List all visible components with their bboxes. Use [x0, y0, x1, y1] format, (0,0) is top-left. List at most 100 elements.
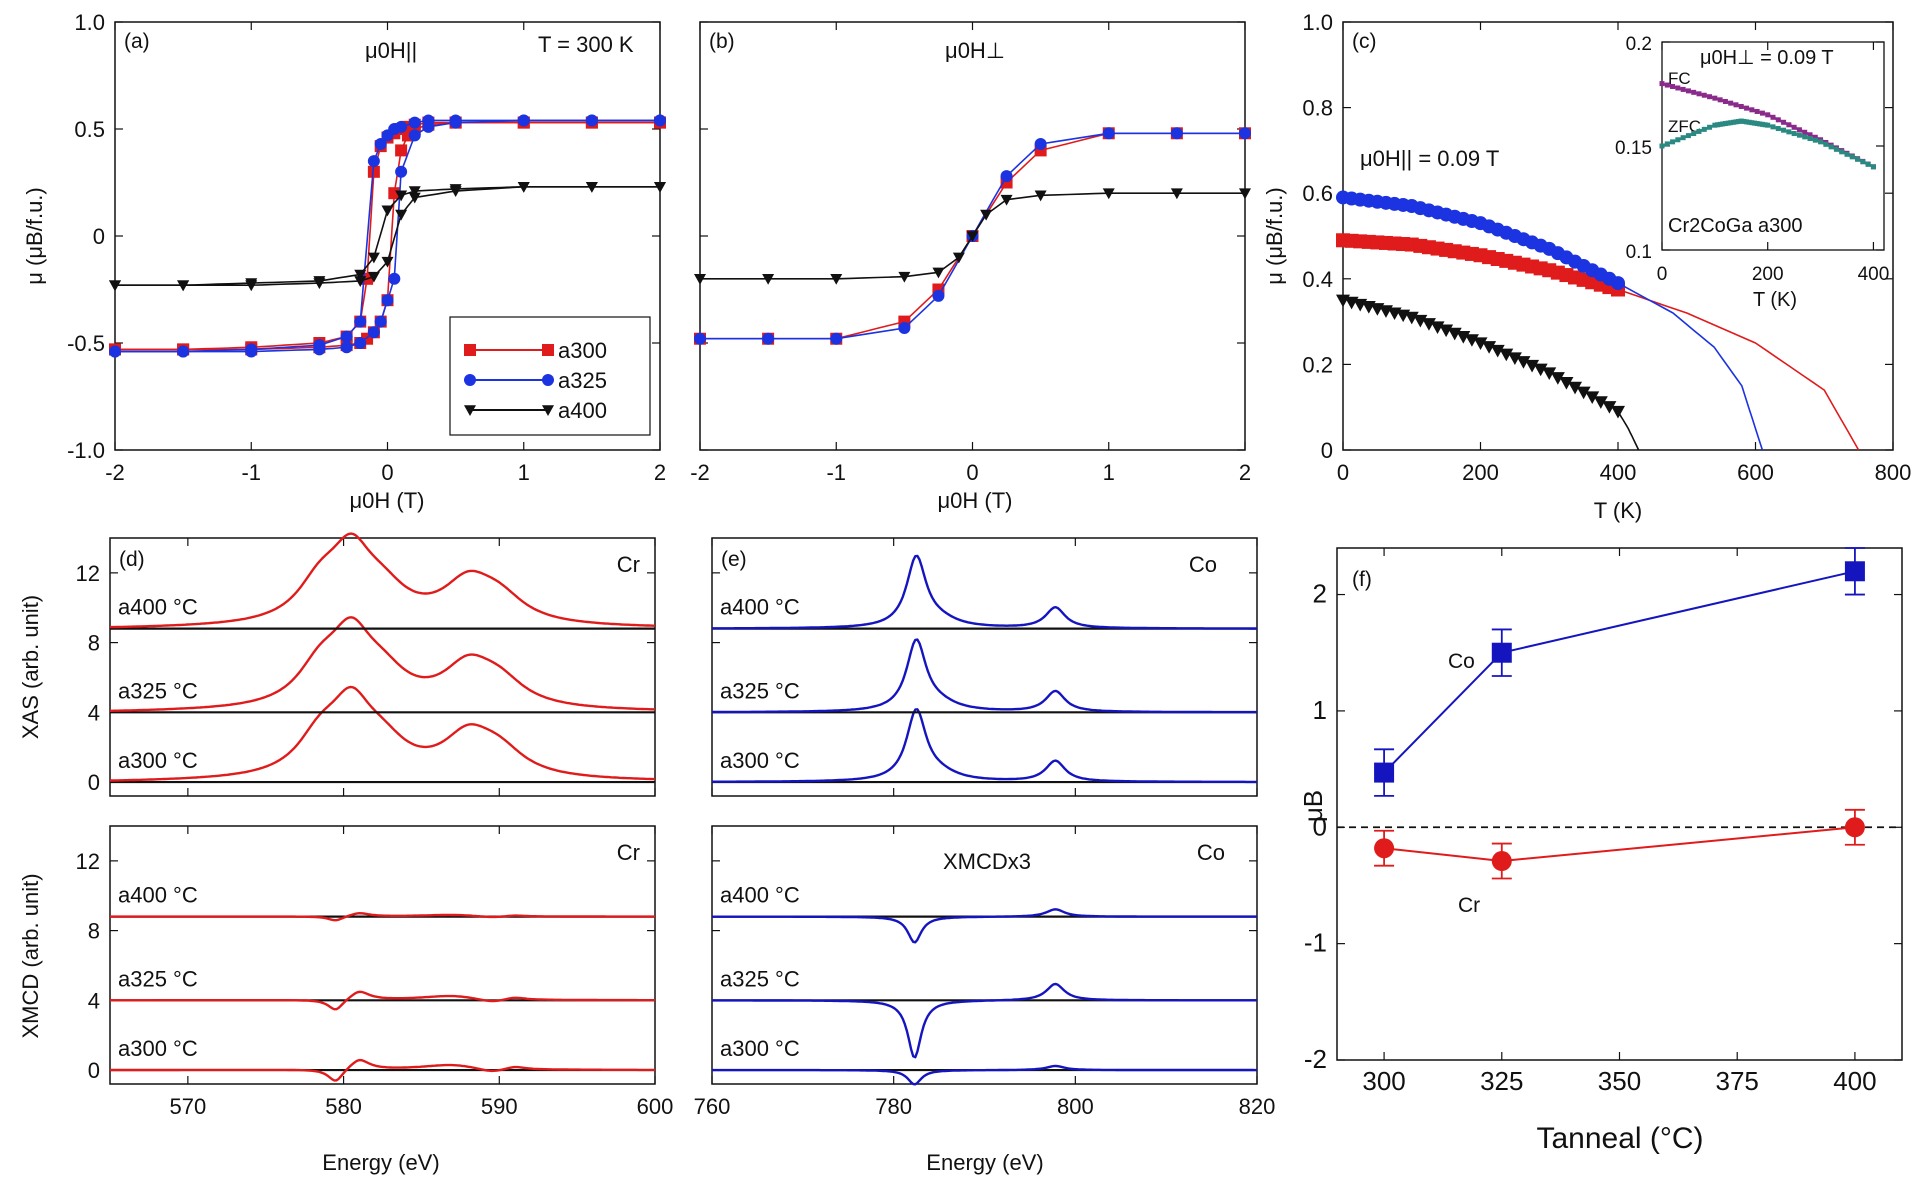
panel-c-point-a400	[1439, 324, 1454, 338]
panel-e2-xtick-label: 800	[1057, 1094, 1094, 1119]
panel-a-field-label: μ0H||	[365, 38, 417, 63]
panel-c-inset-point-FC	[1770, 114, 1776, 120]
panel-a-legend-a300: a300	[558, 338, 607, 363]
panel-c-inset-point-ZFC	[1659, 143, 1665, 149]
panel-c-inset-point-ZFC	[1707, 124, 1713, 130]
panel-d2-sample-label: a325 °C	[118, 966, 198, 991]
panel-a-point-a325	[408, 116, 421, 129]
panel-f-point-Cr	[1374, 838, 1395, 859]
panel-f-xtick-label: 300	[1362, 1066, 1405, 1096]
panel-c-inset-point-FC	[1812, 134, 1818, 140]
panel-a-legend-marker	[542, 374, 554, 386]
panel-c-inset-xtick-label: 0	[1657, 264, 1668, 285]
panel-f-label: (f)	[1352, 568, 1372, 591]
panel-b-point-a400	[1239, 188, 1251, 200]
panel-f-ytick-label: -2	[1304, 1044, 1327, 1074]
panel-c-point-a400	[1559, 376, 1574, 390]
panel-c-inset-point-ZFC	[1725, 120, 1731, 126]
panel-a-point-a400	[408, 192, 421, 204]
panel-c-inset-xtick-label: 400	[1858, 264, 1890, 285]
panel-e-sample-label: a300 °C	[720, 748, 800, 773]
panel-c-point-a400	[1611, 405, 1625, 419]
panel-c-inset-point-ZFC	[1870, 164, 1876, 170]
panel-d2-ylabel: XMCD (arb. unit)	[18, 873, 43, 1038]
panel-d-label: (d)	[119, 548, 145, 571]
panel-c-inset-point-ZFC	[1757, 121, 1763, 127]
panel-b-point-a400	[830, 274, 843, 285]
panel-c-inset-point-ZFC	[1796, 132, 1802, 138]
panel-c-point-a400	[1473, 337, 1488, 350]
panel-c-inset-point-ZFC	[1759, 121, 1765, 127]
panel-c-inset-point-FC	[1691, 89, 1697, 95]
panel-c-point-a400	[1602, 401, 1617, 414]
panel-e2-xlabel: Energy (eV)	[926, 1150, 1043, 1175]
panel-a-xtick-label: -2	[105, 460, 125, 485]
panel-f-co-label: Co	[1448, 650, 1475, 673]
panel-c-xlabel: T (K)	[1594, 498, 1642, 523]
panel-c-inset-point-FC	[1733, 102, 1739, 108]
panel-c-inset-xtick-label: 200	[1752, 264, 1784, 285]
panel-a-point-a400	[354, 276, 367, 287]
panel-c-inset-point-FC	[1675, 85, 1681, 91]
panel-a-point-a325	[374, 137, 387, 150]
panel-d2-spectrum	[110, 990, 655, 1011]
panel-a-ytick-label: 0	[93, 224, 105, 249]
panel-b-point-a325	[830, 332, 843, 345]
panel-d2-frame	[109, 825, 656, 1085]
panel-d-spectrum	[110, 532, 655, 629]
panel-a-point-a325	[585, 114, 598, 127]
panel-b-field-label: μ0H⊥	[945, 38, 1005, 63]
panel-a-point-a325	[354, 337, 367, 349]
panel-d2-xtick-label: 590	[481, 1094, 518, 1119]
panel-c-inset-point-FC	[1664, 82, 1670, 88]
panel-a-legend-a400: a400	[558, 398, 607, 423]
panel-e2-spectrum	[712, 1064, 1257, 1086]
panel-a-point-a400	[354, 269, 367, 281]
panel-c-inset-point-ZFC	[1754, 121, 1760, 127]
panel-c-inset-point-FC	[1738, 103, 1744, 109]
panel-c-point-a400	[1447, 327, 1462, 341]
panel-c-inset-point-FC	[1696, 91, 1702, 97]
panel-c-inset-point-ZFC	[1762, 122, 1768, 128]
panel-c-point-a400	[1585, 391, 1600, 405]
panel-c-inset-point-ZFC	[1855, 156, 1861, 162]
panel-d-ytick-label: 8	[88, 631, 100, 656]
panel-b-point-a400	[1000, 194, 1013, 206]
panel-b-point-a400	[762, 274, 775, 285]
panel-b-label: (b)	[709, 30, 735, 53]
panel-f-ytick-label: 2	[1313, 579, 1327, 609]
panel-a-point-a400	[517, 181, 530, 193]
panel-c-inset-point-ZFC	[1812, 137, 1818, 143]
panel-c-inset-point-ZFC	[1860, 159, 1866, 165]
panel-c-inset-point-ZFC	[1722, 121, 1728, 127]
panel-c-point-a400	[1533, 363, 1548, 377]
panel-d2-xtick-label: 600	[637, 1094, 674, 1119]
panel-d-ytick-label: 4	[88, 700, 100, 725]
panel-a-ytick-label: -0.5	[67, 331, 105, 356]
panel-b-xtick-label: -1	[826, 460, 846, 485]
panel-c-inset-point-FC	[1712, 95, 1718, 101]
panel-a-point-a325	[388, 272, 401, 285]
panel-a-line-a300	[115, 121, 660, 351]
panel-c-point-a400	[1525, 359, 1540, 373]
panel-e2-xtick-label: 780	[875, 1094, 912, 1119]
panel-d2-spectrum	[110, 912, 655, 922]
panel-a-legend-a325: a325	[558, 368, 607, 393]
panel-c-point-a400	[1568, 381, 1583, 395]
panel-c-point-a400	[1576, 386, 1591, 400]
panel-c-inset-point-ZFC	[1720, 121, 1726, 127]
panel-a-point-a325	[408, 129, 421, 142]
panel-c-xtick-label: 400	[1600, 460, 1637, 485]
panel-c-fit-a325	[1617, 282, 1764, 451]
panel-c-inset-point-ZFC	[1823, 141, 1829, 147]
panel-d2-ytick-label: 0	[88, 1058, 100, 1083]
panel-c-point-a400	[1482, 341, 1497, 354]
panel-c-inset-point-FC	[1659, 81, 1665, 87]
panel-b-point-a400	[932, 267, 945, 279]
panel-d2-sample-label: a400 °C	[118, 883, 198, 908]
panel-a-legend-marker	[464, 344, 476, 356]
panel-b-point-a325	[1034, 137, 1047, 150]
panel-a-line-a400	[115, 186, 660, 286]
panel-c-label: (c)	[1352, 30, 1377, 53]
panel-a-point-a325	[517, 114, 530, 127]
